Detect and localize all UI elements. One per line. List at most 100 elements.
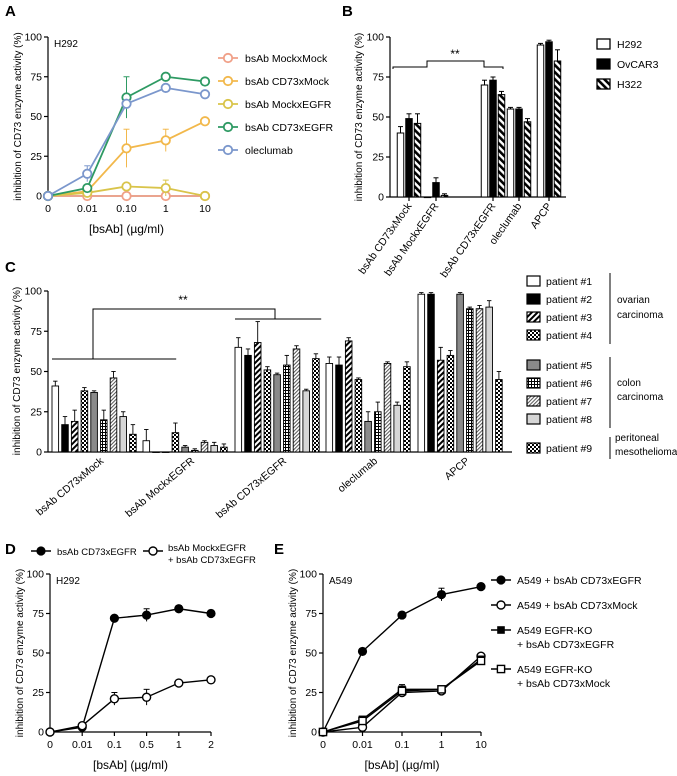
panel-e-line-chart: 0 25 50 75 100 0 0.01 0.1 1 10 [bsAb] (µg/ml) inhib… bbox=[288, 569, 642, 772]
panel-c-legend-group-label: carcinoma bbox=[617, 392, 664, 403]
panel-e-series-a549-bsab-cd73xegfr bbox=[318, 582, 486, 737]
panel-a-point-oleclumab bbox=[199, 89, 211, 100]
panel-b-y-tick-label: 75 bbox=[372, 72, 384, 84]
panel-c-bar-patient-9 bbox=[312, 358, 320, 453]
panel-a-cell-line-label: H292 bbox=[54, 39, 78, 50]
panel-d-point-bsab-cd73xegfr bbox=[206, 608, 216, 619]
panel-e-x-axis-title: [bsAb] (µg/ml) bbox=[365, 758, 440, 772]
panel-a-point-oleclumab bbox=[121, 98, 132, 109]
panel-c-legend-swatch bbox=[526, 275, 541, 287]
panel-d-point-bsab-mockxegfr-bsab-cd73xegfr bbox=[141, 692, 152, 702]
panel-b-bar-h322 bbox=[553, 60, 562, 198]
panel-c-bar-patient-9 bbox=[403, 366, 411, 453]
panel-e-x-tick-label: 0.1 bbox=[395, 739, 410, 751]
panel-c-bar-patient-5 bbox=[456, 293, 464, 453]
panel-c-bar-patient-4 bbox=[354, 379, 363, 453]
panel-a-point-bsab-cd73xmock bbox=[160, 135, 171, 146]
panel-letter-e: E bbox=[274, 541, 284, 558]
panel-a-legend-marker bbox=[222, 75, 234, 87]
panel-e-legend-marker bbox=[496, 575, 506, 585]
panel-c-legend-label: patient #2 bbox=[546, 294, 592, 306]
panel-c-y-tick-label: 25 bbox=[30, 406, 42, 418]
panel-c-legend-group-label: peritoneal bbox=[615, 433, 659, 444]
panel-c-bar-patient-3 bbox=[161, 451, 170, 453]
panel-e-series-a549-egfr-ko-bsab-cd73xmock bbox=[318, 656, 486, 737]
panel-c-bar-patient-7 bbox=[475, 308, 484, 453]
panel-c-bar-patient-7 bbox=[292, 348, 301, 453]
panel-e-point-a549-egfr-ko-bsab-cd73xmock bbox=[437, 685, 446, 694]
panel-d-x-tick-label: 0.01 bbox=[72, 739, 93, 751]
panel-c-bar-patient-6 bbox=[191, 449, 199, 453]
panel-c-bar-patient-9 bbox=[495, 379, 503, 453]
panel-e-legend-marker bbox=[496, 664, 506, 674]
panel-e-x-tick-label: 0.01 bbox=[352, 739, 373, 751]
panel-d-point-bsab-mockxegfr-bsab-cd73xegfr bbox=[174, 678, 184, 688]
panel-c-bar-patient-2 bbox=[244, 354, 252, 453]
panel-a-legend-label: oleclumab bbox=[245, 145, 293, 157]
panel-c-legend-swatch bbox=[526, 359, 541, 371]
panel-c-bar-patient-1 bbox=[234, 346, 243, 453]
panel-c-bar-patient-5 bbox=[364, 420, 372, 453]
panel-c-legend-swatch bbox=[526, 293, 541, 305]
panel-d-x-tick-label: 0.5 bbox=[139, 739, 154, 751]
panel-c-bar-patient-1 bbox=[417, 293, 426, 453]
panel-c-bar-patient-5 bbox=[273, 374, 281, 453]
panel-c-bar-patient-6 bbox=[100, 419, 108, 453]
panel-b-legend-swatch bbox=[596, 38, 611, 50]
panel-b-y-axis-title: inhibition of CD73 enzyme activity (%) bbox=[354, 33, 365, 201]
panel-c-legend-label: patient #3 bbox=[546, 312, 592, 324]
panel-b-bar-ovcar3 bbox=[432, 182, 440, 198]
panel-c-bar-patient-3 bbox=[344, 340, 353, 453]
panel-d-point-bsab-cd73xegfr bbox=[174, 604, 184, 614]
panel-c-bar-patient-1 bbox=[325, 363, 334, 453]
panel-e-x-tick-label: 0 bbox=[320, 739, 326, 751]
panel-d-y-tick-label: 25 bbox=[32, 687, 44, 699]
panel-a-legend-label: bsAb CD73xEGFR bbox=[245, 122, 334, 134]
panel-a-y-tick-label: 75 bbox=[30, 71, 42, 83]
panel-d-legend-marker bbox=[148, 546, 158, 556]
panel-c-category-label: bsAb CD73xEGFR bbox=[214, 455, 290, 521]
panel-c-y-tick-label: 50 bbox=[30, 366, 42, 378]
panel-e-point-a549-egfr-ko-bsab-cd73xmock bbox=[476, 656, 486, 666]
panel-c-y-tick-label: 100 bbox=[24, 286, 42, 298]
panel-c-y-tick-label: 0 bbox=[36, 447, 42, 459]
panel-e-x-tick-label: 1 bbox=[439, 739, 445, 751]
panel-a-x-axis-title: [bsAb] (µg/ml) bbox=[89, 222, 164, 236]
panel-b-y-tick-label: 50 bbox=[372, 112, 384, 124]
panel-b-y-tick-label: 0 bbox=[378, 192, 384, 204]
panel-e-y-tick-label: 100 bbox=[299, 569, 317, 581]
panel-d-legend-label: bsAb CD73xEGFR bbox=[57, 547, 137, 558]
panel-c-category-label: oleclumab bbox=[336, 455, 380, 495]
panel-a-line-chart: 0 25 50 75 100 0 0.01 0.10 1 10 [bsAb] (µg/ml) inhi… bbox=[13, 32, 334, 236]
panel-a-legend-label: bsAb MockxMock bbox=[245, 53, 328, 65]
panel-b-bar-ovcar3 bbox=[489, 79, 497, 198]
panel-c-significance-label: ** bbox=[178, 293, 188, 307]
panel-letter-c: C bbox=[5, 259, 16, 276]
panel-c-category-label: APCP bbox=[442, 455, 472, 483]
panel-a-legend-marker bbox=[222, 121, 234, 133]
panel-e-point-a549-egfr-ko-bsab-cd73xmock bbox=[318, 727, 328, 737]
panel-a-point-bsab-cd73xmock bbox=[121, 143, 132, 154]
panel-d-x-tick-label: 1 bbox=[176, 739, 182, 751]
panel-d-cell-line-label: H292 bbox=[56, 576, 80, 587]
panel-c-legend-swatch bbox=[526, 377, 541, 389]
panel-a-legend-label: bsAb MockxEGFR bbox=[245, 99, 332, 111]
panel-b-significance-label: ** bbox=[450, 47, 460, 61]
panel-c-legend-label: patient #8 bbox=[546, 414, 592, 426]
panel-c-bar-patient-3 bbox=[70, 420, 79, 453]
panel-e-point-a549-egfr-ko-bsab-cd73xmock bbox=[397, 686, 407, 696]
panel-a-point-bsab-mockxegfr bbox=[121, 181, 132, 192]
panel-e-legend-label: A549 + bsAb CD73xEGFR bbox=[517, 575, 642, 587]
panel-c-bar-patient-4 bbox=[446, 354, 455, 453]
panel-letter-a: A bbox=[5, 3, 16, 20]
panel-b-y-tick-label: 100 bbox=[366, 32, 384, 44]
panel-a-point-bsab-mockxegfr bbox=[199, 190, 211, 202]
panel-c-bar-patient-2 bbox=[427, 293, 435, 453]
panel-e-y-axis-title: inhibition of CD73 enzyme activity (%) bbox=[288, 569, 299, 737]
panel-e-cell-line-label: A549 bbox=[329, 576, 353, 587]
panel-c-bar-patient-4 bbox=[263, 369, 272, 453]
panel-c-bar-patient-8 bbox=[119, 416, 127, 453]
panel-c-bar-patient-8 bbox=[485, 306, 493, 453]
